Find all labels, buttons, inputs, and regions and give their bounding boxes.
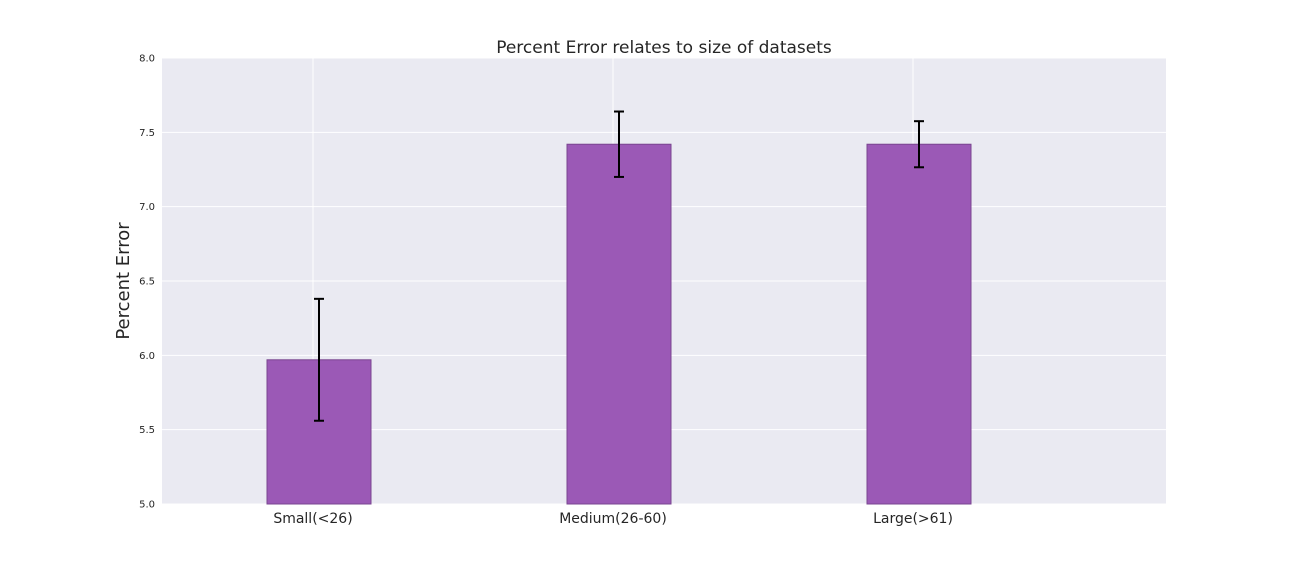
error-bar [614,110,624,178]
y-tick-label: 7.0 [139,202,155,213]
bars [266,143,972,505]
y-tick-label: 5.0 [139,500,155,511]
bar [566,143,672,505]
x-tick-label: Large(>61) [873,511,953,527]
x-tick-label: Medium(26-60) [559,511,667,527]
bar [866,143,972,505]
y-tick-label: 8.0 [139,54,155,65]
y-tick-label: 5.5 [139,425,155,436]
error-bar [314,297,324,422]
chart-title: Percent Error relates to size of dataset… [496,38,832,58]
x-tick-label: Small(<26) [273,511,352,527]
error-bars [314,110,924,422]
y-tick-label: 7.5 [139,128,155,139]
x-tick-labels: Small(<26) Medium(26-60) Large(>61) [273,511,953,527]
y-tick-labels: 5.0 5.5 6.0 6.5 7.0 7.5 8.0 [139,54,155,511]
y-axis-label: Percent Error [113,222,134,340]
error-bar [914,120,924,169]
y-tick-label: 6.5 [139,277,155,288]
y-tick-label: 6.0 [139,351,155,362]
